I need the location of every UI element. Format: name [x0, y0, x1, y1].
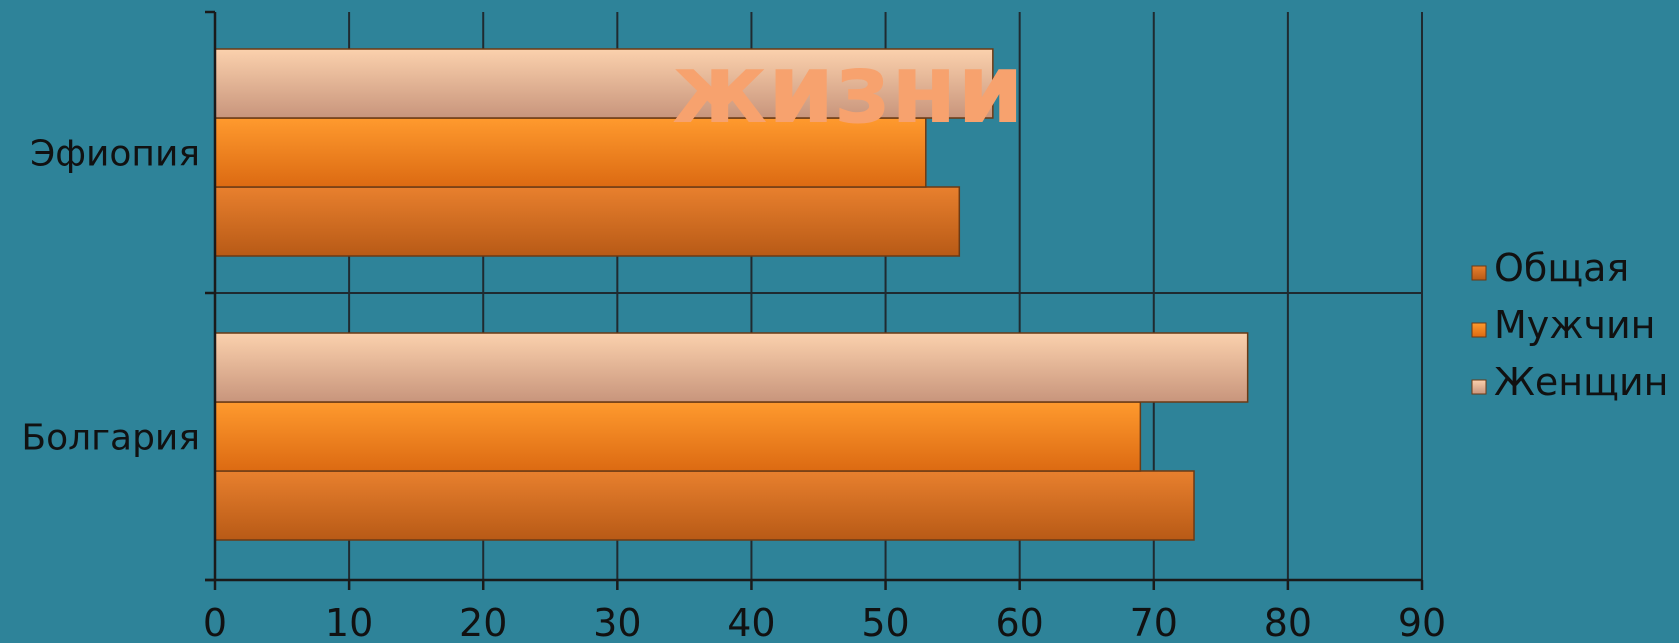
bars [214, 48, 1249, 541]
bar-Общая-Болгария [214, 470, 1195, 541]
x-tick-label: 0 [203, 601, 227, 643]
legend-swatch [1471, 265, 1487, 281]
x-tick-label: 70 [1130, 601, 1178, 643]
axes [205, 10, 1424, 590]
x-tick-label: 90 [1398, 601, 1446, 643]
labels: 0 10 20 30 40 50 60 70 80 90 Болгария Эфиопия [21, 134, 1446, 643]
legend-entry: Женщин [1494, 360, 1669, 404]
legend-entry: Мужчин [1494, 303, 1656, 347]
category-label: Эфиопия [30, 134, 200, 175]
bar-Женщин-Болгария [214, 332, 1249, 403]
x-tick-label: 40 [727, 601, 775, 643]
legend-entry: Общая [1494, 246, 1629, 290]
x-tick-label: 20 [459, 601, 507, 643]
overlay-title: жизни [672, 33, 1024, 145]
category-label: Болгария [21, 418, 200, 459]
legend-swatch [1471, 322, 1487, 338]
x-tick-label: 50 [861, 601, 909, 643]
x-tick-label: 80 [1264, 601, 1312, 643]
legend-swatch [1471, 379, 1487, 395]
bar-Женщин-Эфиопия [214, 48, 994, 119]
x-tick-label: 10 [325, 601, 373, 643]
x-tick-label: 30 [593, 601, 641, 643]
bar-Общая-Эфиопия [214, 186, 961, 257]
bar-Мужчин-Болгария [214, 401, 1142, 472]
legend: Общая Мужчин Женщин [1471, 246, 1669, 404]
x-tick-label: 60 [995, 601, 1043, 643]
